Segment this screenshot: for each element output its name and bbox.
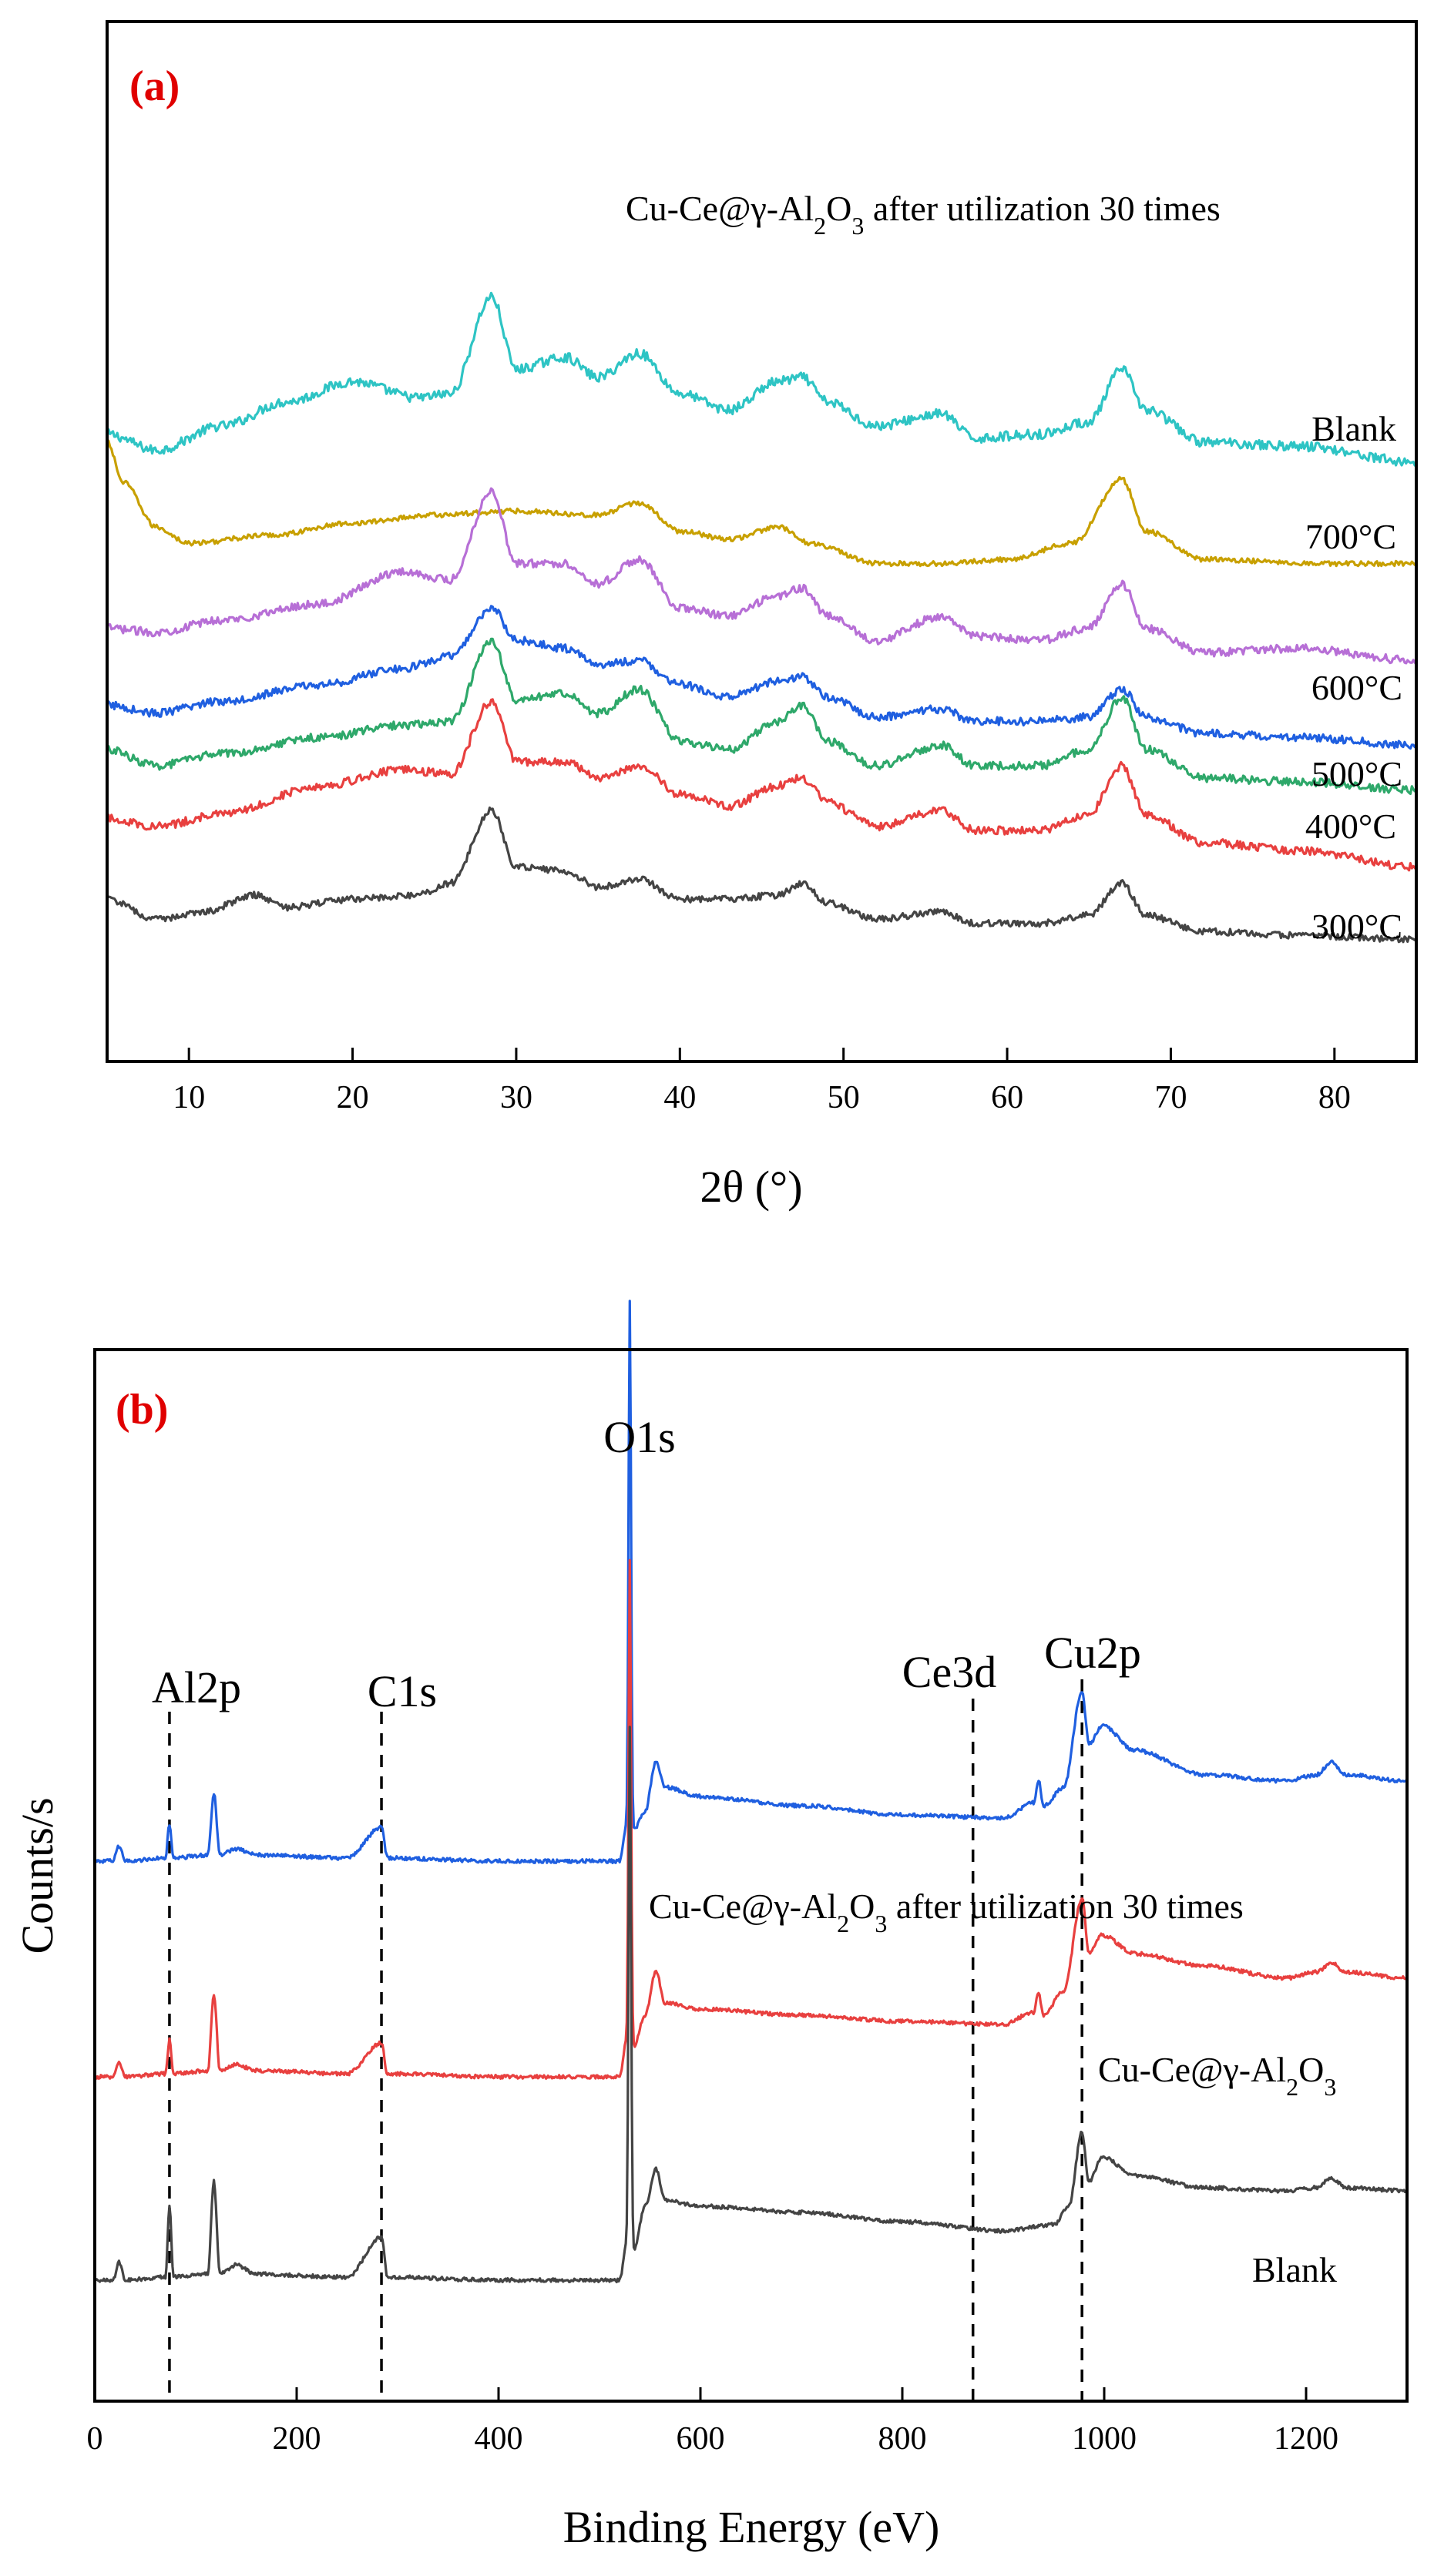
panel-b-x-axis-title: Binding Energy (eV) [563,2502,940,2552]
panel-a-label-after-30-times: Cu-Ce@γ-Al2O3 after utilization 30 times [626,189,1221,240]
panel-a-x-tick-label: 50 [828,1080,860,1115]
panel-a-label-blank: Blank [1311,409,1396,448]
panel-b-series-cu-ce-al2o3 [93,1558,1409,2080]
panel-b-x-tick-label: 0 [87,2421,103,2457]
panel-a-label-400c: 400°C [1305,807,1396,846]
panel-a-frame [106,20,1418,1063]
panel-a-series-700-c [106,487,1418,666]
panel-a-series-500-c [106,637,1418,795]
panel-b-x-tick-label: 400 [475,2421,523,2457]
panel-a-series-cu-ce-al2o3-after-utilization-30-times [106,291,1417,467]
panel-b-x-tick-label: 1200 [1274,2421,1338,2457]
panel-a-x-tick-label: 60 [991,1080,1023,1115]
panel-a-x-tick-label: 30 [500,1080,532,1115]
panel-a-x-tick-label: 10 [173,1080,205,1115]
panel-a-series-300-c [106,806,1417,944]
panel-b-x-tick-label: 800 [878,2421,927,2457]
panel-b-series-blank [93,1726,1409,2283]
panel-a-x-tick-label: 80 [1318,1080,1351,1115]
peak-label-c1s: C1s [368,1666,437,1716]
panel-a-label-700c: 700°C [1305,517,1396,556]
peak-label-cu2p: Cu2p [1044,1628,1141,1678]
panel-a-label-600c: 600°C [1311,668,1402,707]
panel-a-x-tick-label: 40 [663,1080,696,1115]
panel-a-series-400-c [106,698,1418,872]
panel-a-tag: (a) [129,62,180,110]
peak-label-o1s: O1s [603,1412,675,1462]
panel-b-tag: (b) [116,1386,168,1434]
panel-b-xps-chart: 0 200 400 600 800 1000 1200 (b) Binding Energy… [12,1300,1409,2552]
panel-a-x-tick-label: 70 [1154,1080,1187,1115]
panel-b-x-tick-label: 200 [273,2421,321,2457]
panel-a-series-blank [106,439,1418,568]
panel-b-x-tick-label: 1000 [1072,2421,1137,2457]
panel-b-x-tick-label: 600 [677,2421,725,2457]
panel-a-label-300c: 300°C [1311,907,1402,946]
panel-b-label-cu-ce: Cu-Ce@γ-Al2O3 [1098,2050,1336,2101]
panel-b-y-axis-title: Counts/s [12,1797,62,1954]
panel-a-x-axis-title: 2θ (°) [700,1162,802,1212]
panel-a-series-600-c [106,605,1417,750]
panel-a-label-500c: 500°C [1311,754,1402,793]
panel-b-label-blank: Blank [1252,2250,1337,2289]
panel-b-label-after-30-times: Cu-Ce@γ-Al2O3 after utilization 30 times [649,1887,1244,1937]
panel-b-series-cu-ce-al2o3-after-utilization-30-times [93,1300,1409,1864]
peak-label-al2p: Al2p [152,1662,241,1712]
peak-label-ce3d: Ce3d [902,1647,996,1697]
panel-a-x-tick-label: 20 [337,1080,369,1115]
panel-b-frame [93,1348,1409,2403]
panel-a-xrd-chart: 10 20 30 40 50 60 70 80 (a) 2θ (°) Cu-Ce@γ-Al2O… [106,20,1418,1212]
